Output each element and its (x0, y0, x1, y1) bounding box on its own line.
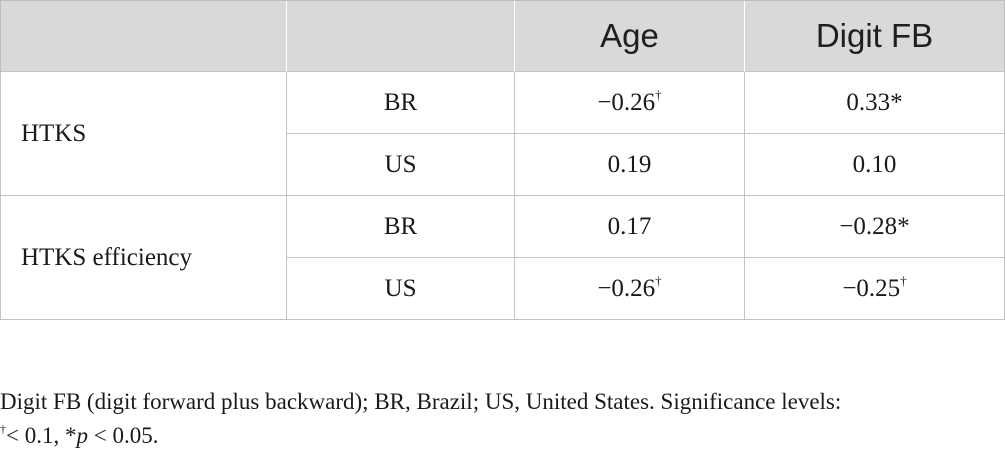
digit-fb-cell: −0.25† (744, 257, 1005, 320)
age-cell: 0.17 (514, 195, 745, 258)
age-cell: −0.26† (514, 71, 745, 134)
header-digit-fb: Digit FB (744, 0, 1005, 72)
age-cell: −0.26† (514, 257, 745, 320)
header-row: Age Digit FB (0, 0, 1005, 72)
digit-fb-cell: −0.28* (744, 195, 1005, 258)
dagger-mark: † (655, 272, 662, 288)
table-row: US −0.26† −0.25† (1, 257, 1005, 320)
country-cell: US (286, 257, 515, 320)
correlation-table: Age Digit FB HTKS BR −0.26† 0.33* US 0.1… (0, 0, 1005, 320)
table-footnote: Digit FB (digit forward plus backward); … (0, 385, 1000, 453)
digit-fb-cell: 0.33* (744, 71, 1005, 134)
footnote-line-2: †< 0.1, *p < 0.05. (0, 422, 159, 448)
dagger-mark: † (0, 422, 6, 436)
dagger-mark: † (900, 272, 907, 288)
table-row: US 0.19 0.10 (1, 133, 1005, 196)
dagger-mark: † (655, 86, 662, 102)
country-cell: US (286, 133, 515, 196)
footnote-line-1: Digit FB (digit forward plus backward); … (0, 389, 842, 414)
table-row: HTKS efficiency BR 0.17 −0.28* (0, 195, 1005, 320)
header-age: Age (514, 0, 745, 72)
digit-fb-cell: 0.10 (744, 133, 1005, 196)
header-blank-1 (0, 0, 287, 72)
table-row: HTKS BR −0.26† 0.33* (0, 71, 1005, 196)
row-label-htks-efficiency: HTKS efficiency (0, 195, 287, 320)
header-blank-2 (286, 0, 515, 72)
row-label-htks: HTKS (0, 71, 287, 196)
country-cell: BR (286, 195, 515, 258)
country-cell: BR (286, 71, 515, 134)
age-cell: 0.19 (514, 133, 745, 196)
